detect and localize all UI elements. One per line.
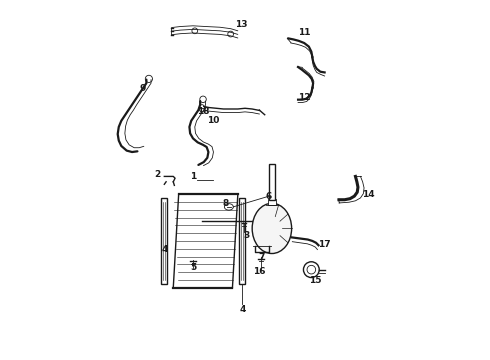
Bar	[239, 198, 245, 284]
Bar	[269, 164, 275, 200]
Text: 10: 10	[207, 116, 219, 125]
Bar	[268, 199, 276, 205]
Bar	[161, 198, 167, 284]
Text: 8: 8	[222, 199, 228, 208]
Text: 1: 1	[190, 172, 196, 181]
Text: 17: 17	[318, 240, 330, 249]
Text: 16: 16	[253, 267, 266, 276]
Text: 4: 4	[240, 305, 246, 314]
Text: 6: 6	[265, 192, 271, 201]
Text: 5: 5	[190, 264, 196, 273]
Ellipse shape	[224, 204, 233, 210]
Text: 7: 7	[258, 253, 264, 262]
Text: 13: 13	[235, 19, 247, 28]
Text: 12: 12	[298, 93, 311, 102]
Text: 18: 18	[197, 107, 210, 116]
Text: 15: 15	[309, 276, 321, 285]
Text: 11: 11	[298, 28, 311, 37]
Text: 3: 3	[244, 231, 250, 240]
Text: 14: 14	[363, 190, 375, 199]
Text: 9: 9	[140, 84, 146, 93]
Ellipse shape	[199, 105, 205, 112]
Ellipse shape	[252, 203, 292, 253]
Text: 2: 2	[154, 170, 160, 179]
Text: 4: 4	[161, 246, 168, 255]
